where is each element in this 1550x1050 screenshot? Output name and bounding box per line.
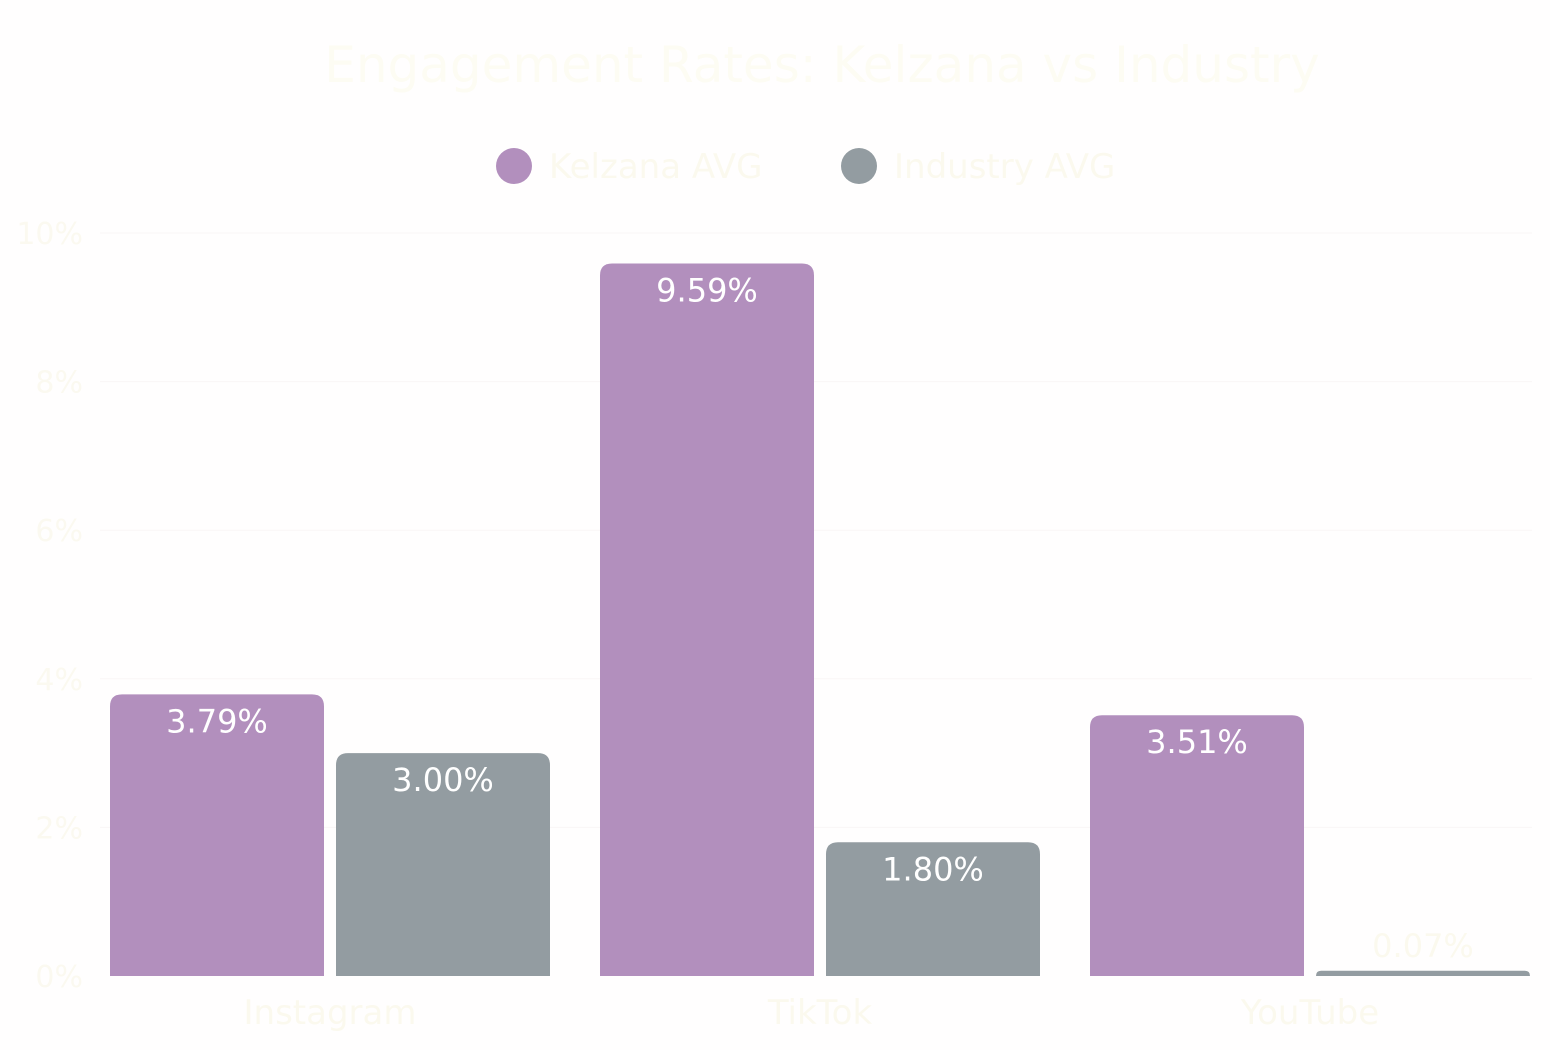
legend-swatch-kelzana [496,148,532,184]
bar-value-label: 3.51% [1146,723,1248,761]
y-axis: 0% 2% 4% 6% 8% 10% [16,217,83,995]
x-axis: Instagram TikTok YouTube [244,993,1380,1033]
bar-value-label: 9.59% [656,271,758,309]
bar-value-label: 3.79% [166,702,268,740]
bar-industry-avg-tiktok [826,842,1040,976]
bar-value-label: 3.00% [392,761,494,799]
chart-title: Engagement Rates: Kelzana vs Industry [324,36,1320,94]
bar-kelzana-avg-youtube [1090,715,1304,976]
x-category-label: TikTok [767,993,873,1033]
bar-kelzana-avg-tiktok [600,263,814,976]
x-category-label: YouTube [1240,993,1379,1033]
legend-label-kelzana: Kelzana AVG [549,147,763,187]
legend: Kelzana AVG Industry AVG [496,147,1115,187]
y-tick-label: 10% [16,217,83,252]
y-tick-label: 2% [35,811,83,846]
bar-value-label: 1.80% [882,850,984,888]
bar-industry-avg-instagram [336,753,550,976]
bar-value-label: 0.07% [1372,927,1474,965]
legend-swatch-industry [841,148,877,184]
x-category-label: Instagram [244,993,417,1033]
bars [110,263,1530,976]
y-tick-label: 0% [35,960,83,995]
legend-label-industry: Industry AVG [894,147,1115,187]
y-tick-label: 4% [35,663,83,698]
bar-kelzana-avg-instagram [110,694,324,976]
bar-industry-avg-youtube [1316,970,1530,976]
bar-value-labels: 3.79% 3.00% 9.59% 1.80% 3.51% 0.07% [166,271,1474,964]
y-tick-label: 8% [35,366,83,401]
y-tick-label: 6% [35,514,83,549]
